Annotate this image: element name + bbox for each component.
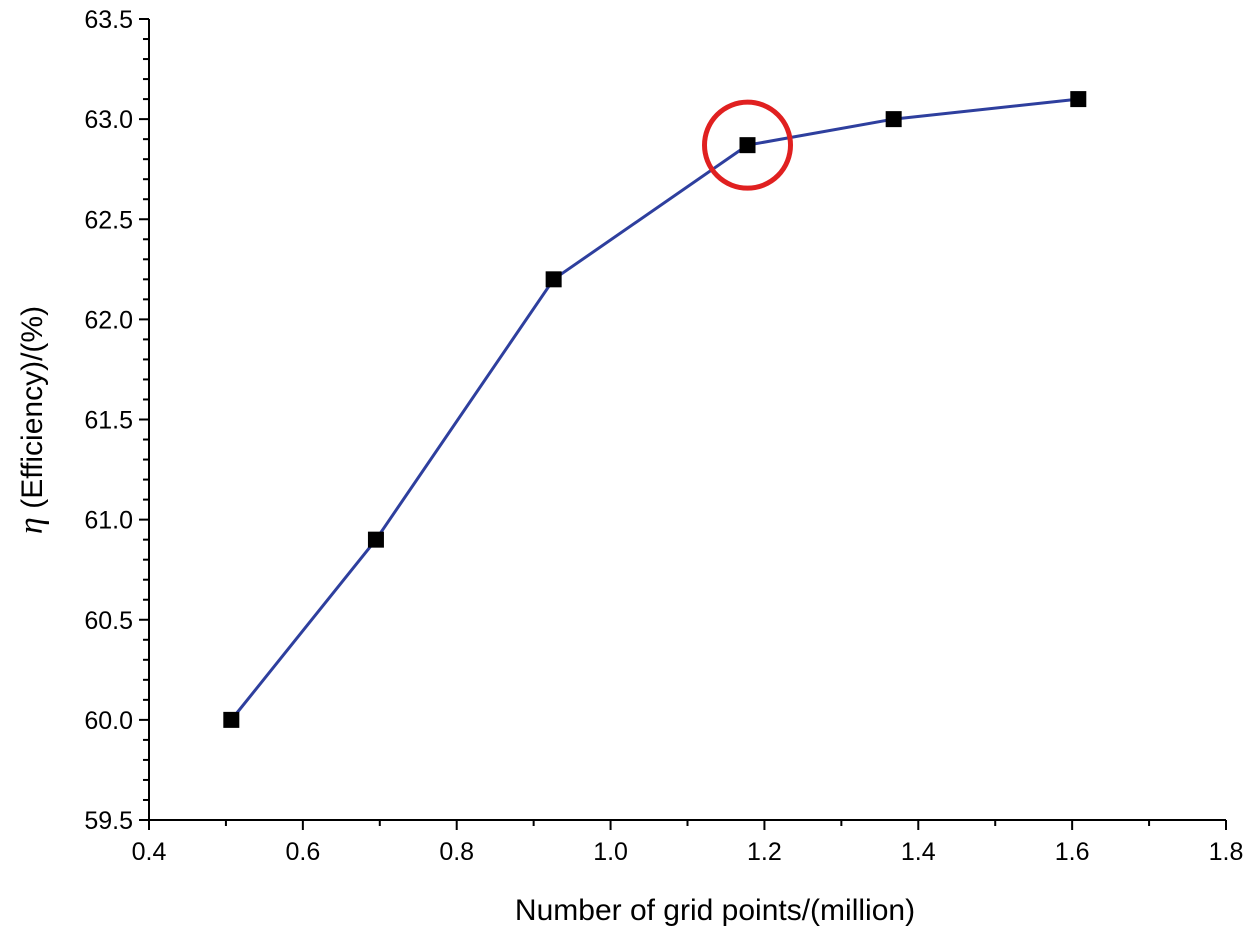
series	[223, 91, 1087, 728]
svg-text:η (Efficiency)/(%): η (Efficiency)/(%)	[13, 306, 50, 534]
data-point-marker	[367, 531, 384, 548]
x-tick-label: 0.4	[132, 838, 167, 866]
x-tick-label: 1.4	[901, 838, 936, 866]
series-line	[230, 97, 1079, 721]
y-tick-label: 63.0	[84, 106, 133, 134]
x-tick-label: 1.0	[593, 838, 628, 866]
y-axis-title: η (Efficiency)/(%)	[13, 306, 50, 534]
x-axis-title: Number of grid points/(million)	[515, 894, 915, 927]
y-tick-label: 59.5	[84, 807, 133, 835]
y-tick-label: 62.0	[84, 306, 133, 334]
overlay	[702, 99, 794, 191]
y-tick-label: 63.5	[84, 6, 133, 34]
x-tick-label: 0.6	[285, 838, 320, 866]
y-axis-title-text: (Efficiency)/(%)	[16, 306, 49, 509]
y-tick-label: 60.0	[84, 707, 133, 735]
y-axis-title-symbol: η	[13, 517, 50, 534]
highlight-circle	[702, 99, 794, 191]
x-tick-label: 1.2	[747, 838, 782, 866]
y-tick-label: 61.5	[84, 407, 133, 435]
y-tick-label: 62.5	[84, 206, 133, 234]
ticks: 0.4 0.6 0.8 1.0 1.2 1.4 1.6 1.8 59.5 60.0 60.5 61.0…	[84, 6, 1243, 866]
data-point-marker	[1070, 91, 1087, 108]
data-point-marker	[739, 137, 756, 154]
data-point-marker	[885, 111, 902, 128]
data-point-marker	[223, 711, 240, 728]
x-tick-label: 1.6	[1055, 838, 1090, 866]
data-point-marker	[545, 271, 562, 288]
x-tick-label: 0.8	[439, 838, 474, 866]
axes	[148, 19, 1226, 821]
x-tick-label: 1.8	[1209, 838, 1244, 866]
y-tick-label: 61.0	[84, 507, 133, 535]
y-tick-label: 60.5	[84, 607, 133, 635]
